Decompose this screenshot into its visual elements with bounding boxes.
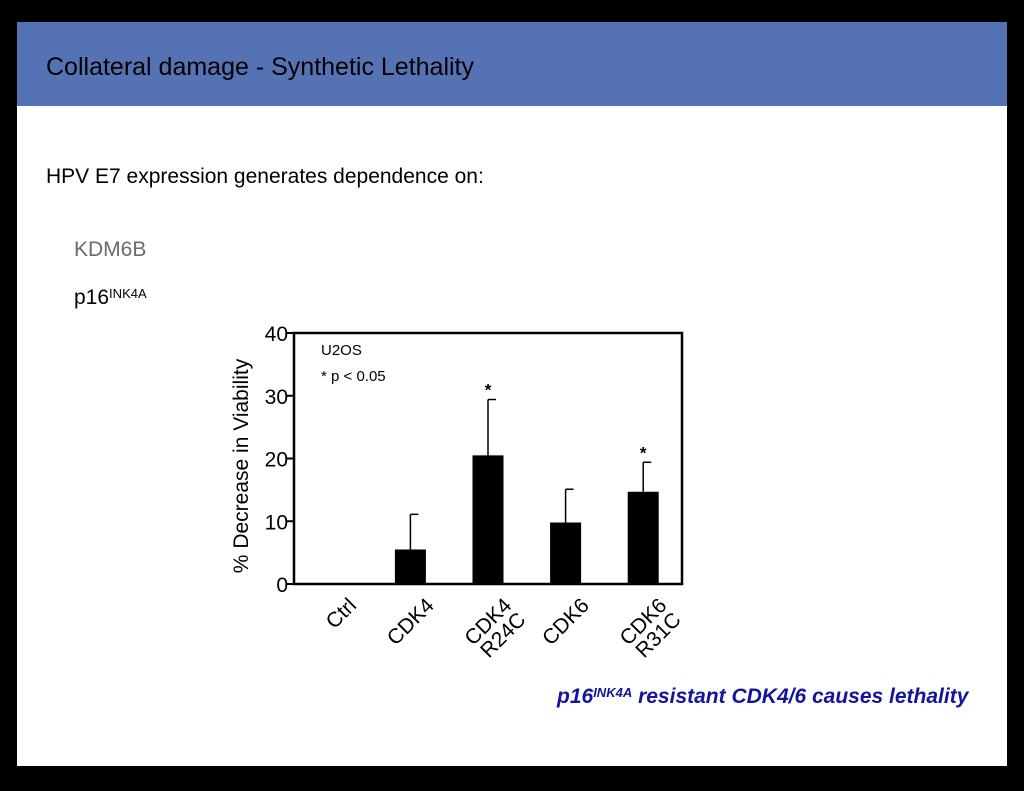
significance-marker: *	[485, 381, 492, 400]
caption-main: p16	[557, 685, 594, 708]
list-item-kdm6b: KDM6B	[74, 238, 147, 261]
slide-title: Collateral damage - Synthetic Lethality	[46, 53, 475, 81]
y-tick-label: 40	[265, 323, 288, 346]
chart-annotation: * p < 0.05	[321, 368, 386, 385]
y-tick-label: 0	[276, 574, 288, 597]
significance-marker: *	[640, 443, 647, 462]
slide: Collateral damage - Synthetic Lethality …	[17, 22, 1007, 766]
p16-superscript: INK4A	[109, 285, 147, 301]
bar	[394, 549, 426, 584]
bar	[627, 491, 659, 584]
title-bar: Collateral damage - Synthetic Lethality	[17, 22, 1007, 106]
x-tick-label-line: CDK6	[538, 594, 594, 650]
list-item-p16: p16INK4A	[74, 286, 147, 310]
x-tick-label: CDK4	[383, 594, 439, 650]
p16-label: p16	[74, 286, 110, 309]
x-tick-label: Ctrl	[322, 594, 361, 633]
chart-annotation: U2OS	[321, 342, 362, 359]
y-axis-label: % Decrease in Viability	[230, 358, 253, 573]
x-tick-label-line: Ctrl	[322, 594, 361, 633]
y-tick-label: 10	[265, 511, 288, 534]
slide-caption: p16INK4A resistant CDK4/6 causes lethali…	[557, 685, 968, 709]
y-tick-label: 20	[265, 449, 288, 472]
x-tick-label: CDK6	[538, 594, 594, 650]
bar	[550, 522, 582, 584]
caption-rest: resistant CDK4/6 causes lethality	[632, 685, 969, 708]
slide-subtitle: HPV E7 expression generates dependence o…	[46, 165, 484, 188]
x-tick-label-line: CDK4	[383, 594, 439, 650]
bar	[472, 455, 504, 584]
caption-superscript: INK4A	[593, 684, 633, 700]
y-tick-label: 30	[265, 386, 288, 409]
